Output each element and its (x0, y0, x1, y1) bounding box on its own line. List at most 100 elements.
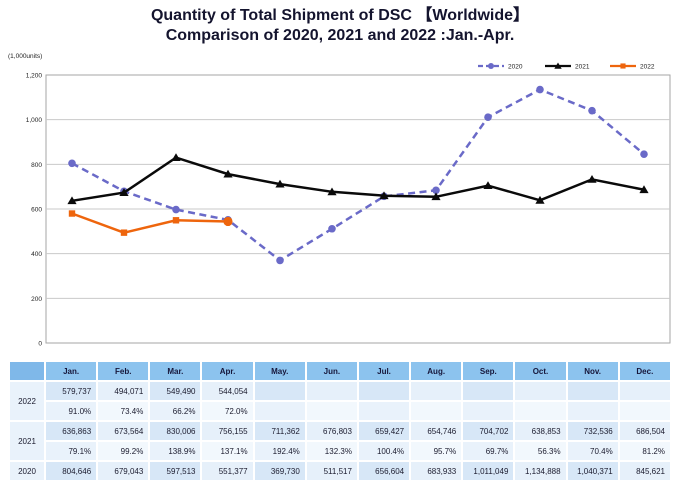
column-header-dec: Dec. (617, 360, 673, 382)
column-header-mar: Mar. (148, 360, 203, 382)
y-tick-label: 200 (31, 296, 42, 303)
column-header-aug: Aug. (409, 360, 464, 382)
series-2020-marker (328, 224, 336, 233)
series-2021-marker (431, 192, 441, 201)
table-row-values-2020: 2020 804,646 679,043 597,513 551,377 369,730 5… (8, 460, 673, 482)
value-cell-2020: 1,134,888 (513, 460, 568, 482)
percent-cell-2022 (617, 400, 673, 422)
table-row-percents-2022: 91.0% 73.4% 66.2% 72.0% (9, 400, 673, 422)
percent-cell-2021: 138.9% (148, 440, 203, 462)
series-2021-marker (119, 188, 129, 196)
column-header-nov: Nov. (565, 360, 620, 382)
y-tick-label: 1,200 (26, 73, 43, 80)
percent-cell-2022: 91.0% (43, 400, 99, 422)
series-2021-marker (67, 196, 77, 205)
value-cell-2022: 549,490 (148, 380, 203, 402)
percent-cell-2021: 95.7% (409, 440, 464, 462)
value-cell-2020: 683,933 (409, 460, 464, 482)
column-header-feb: Feb. (96, 360, 151, 382)
percent-cell-2021: 69.7% (461, 440, 516, 462)
legend-label-2020: 2020 (508, 63, 523, 70)
table-row-values-2021: 2021 636,863 673,564 830,006 756,155 711,362 6… (8, 420, 673, 462)
page-title: Quantity of Total Shipment of DSC 【World… (0, 6, 680, 46)
column-header-jan: Jan. (43, 360, 99, 382)
percent-cell-2022 (304, 400, 359, 422)
value-cell-2020: 1,040,371 (565, 460, 620, 482)
value-cell-2021: 704,702 (461, 420, 516, 442)
column-header-may: May. (252, 360, 307, 382)
y-tick-label: 400 (31, 251, 42, 258)
percent-cell-2021: 56.3% (513, 440, 568, 462)
y-tick-label: 600 (31, 207, 42, 214)
column-header-jul: Jul. (356, 360, 412, 382)
series-2021-marker (535, 195, 545, 204)
value-cell-2020: 804,646 (43, 460, 99, 482)
y-tick-label: 800 (31, 162, 42, 169)
value-cell-2020: 511,517 (304, 460, 359, 482)
series-2021-line (71, 156, 645, 203)
value-cell-2020: 1,011,049 (461, 460, 516, 482)
title-line-2: Comparison of 2020, 2021 and 2022 :Jan.-… (165, 27, 515, 44)
year-label-2022: 2022 (8, 380, 46, 422)
value-cell-2020: 845,621 (617, 460, 673, 482)
value-cell-2022 (513, 380, 568, 402)
series-2022-marker (223, 216, 233, 227)
series-2020-marker (640, 150, 648, 158)
value-cell-2020: 656,604 (356, 460, 412, 482)
value-cell-2021: 676,803 (304, 420, 359, 442)
value-cell-2021: 686,504 (617, 420, 673, 442)
value-cell-2022 (356, 380, 412, 402)
value-cell-2021: 673,564 (96, 420, 151, 442)
series-2022-line (71, 212, 229, 235)
legend-item-2022: 2022 (610, 63, 655, 70)
series-2021-marker (587, 175, 597, 183)
legend-label-2022: 2022 (640, 63, 655, 70)
series-2022-marker (120, 229, 128, 236)
year-label-2021: 2021 (8, 420, 46, 462)
series-2020-marker (68, 159, 76, 168)
value-cell-2020: 369,730 (252, 460, 307, 482)
percent-cell-2022 (565, 400, 620, 422)
percent-cell-2021: 70.4% (565, 440, 620, 462)
series-2020-marker (588, 106, 596, 115)
percent-cell-2021: 192.4% (252, 440, 307, 462)
series-2021-marker (171, 153, 181, 162)
legend-item-2021: 2021 (545, 62, 590, 70)
value-cell-2021: 830,006 (148, 420, 203, 442)
percent-cell-2022 (461, 400, 516, 422)
value-cell-2022: 544,054 (200, 380, 255, 402)
legend-item-2020: 2020 (478, 62, 523, 70)
value-cell-2020: 597,513 (148, 460, 203, 482)
table-row-percents-2021: 79.1% 99.2% 138.9% 137.1% 192.4% 132.3% 100.4%… (9, 440, 673, 462)
percent-cell-2021: 81.2% (617, 440, 673, 462)
value-cell-2021: 756,155 (200, 420, 255, 442)
series-2022-marker (68, 210, 76, 217)
value-cell-2021: 654,746 (409, 420, 464, 442)
title-line-1: Quantity of Total Shipment of DSC 【World… (150, 7, 530, 24)
percent-cell-2022 (252, 400, 307, 422)
value-cell-2022 (409, 380, 464, 402)
series-2021-marker (639, 185, 649, 194)
value-cell-2021: 638,853 (513, 420, 568, 442)
series-2021-marker (483, 181, 493, 190)
value-cell-2021: 636,863 (43, 420, 99, 442)
legend-marker-2020 (487, 62, 495, 70)
percent-cell-2022 (409, 400, 464, 422)
column-header-jun: Jun. (304, 360, 359, 382)
value-cell-2022 (461, 380, 516, 402)
percent-cell-2022 (356, 400, 412, 422)
percent-cell-2022: 66.2% (148, 400, 203, 422)
series-2020-marker (536, 85, 544, 94)
y-tick-label: 0 (38, 341, 42, 348)
series-2020-marker (172, 205, 180, 214)
line-chart: 0 200 400 600 800 1,000 1,200 2020 2021 2022 (26, 62, 671, 348)
legend-marker-2022 (620, 63, 626, 69)
series-2021-marker (275, 179, 285, 188)
data-table: Jan. Feb. Mar. Apr. May. Jun. Jul. Aug. Sep. Oct.… (8, 360, 673, 482)
value-cell-2021: 732,536 (565, 420, 620, 442)
series-2020-line (71, 88, 645, 262)
series-2020-marker (484, 113, 492, 121)
table-header-row: Jan. Feb. Mar. Apr. May. Jun. Jul. Aug. Sep. Oct.… (8, 360, 673, 382)
percent-cell-2021: 132.3% (304, 440, 359, 462)
